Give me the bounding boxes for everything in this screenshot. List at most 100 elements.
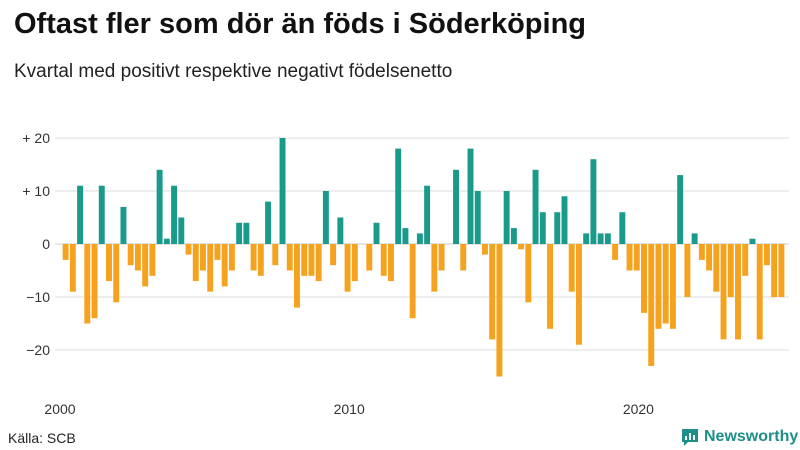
bar	[301, 244, 308, 276]
y-tick-label: −20	[26, 342, 50, 358]
bar	[308, 244, 315, 276]
chart-subtitle: Kvartal med positivt respektive negativt…	[14, 61, 453, 82]
bar	[460, 244, 467, 271]
bar	[388, 244, 394, 282]
bar	[771, 244, 778, 297]
bar	[583, 233, 590, 244]
bar	[185, 244, 192, 255]
bar	[142, 244, 149, 287]
bar	[409, 244, 416, 319]
bar	[200, 244, 206, 271]
bar	[756, 244, 763, 340]
bar	[221, 244, 228, 287]
bar	[532, 169, 539, 244]
bar	[98, 185, 105, 244]
bar	[453, 169, 459, 244]
bar	[373, 222, 380, 244]
bar	[655, 244, 662, 329]
bar	[525, 244, 532, 303]
x-tick-label: 2000	[44, 401, 75, 417]
bar	[662, 244, 669, 324]
bar	[91, 244, 98, 319]
bar	[706, 244, 713, 271]
bar	[778, 244, 785, 297]
bar	[684, 244, 691, 297]
bar	[134, 244, 141, 271]
bar	[330, 244, 337, 266]
bar	[294, 244, 300, 308]
bar	[113, 244, 120, 303]
bar	[77, 185, 84, 244]
bar	[518, 244, 525, 250]
bar	[272, 244, 279, 266]
x-tick-label: 2020	[623, 401, 654, 417]
bar	[763, 244, 770, 266]
bar	[503, 191, 510, 244]
bar	[547, 244, 553, 329]
y-tick-label: + 10	[22, 183, 50, 199]
y-tick-label: 0	[42, 236, 50, 252]
x-tick-label: 2010	[334, 401, 365, 417]
bar	[720, 244, 727, 340]
bar	[351, 244, 358, 282]
bar	[171, 185, 178, 244]
bar	[69, 244, 76, 292]
bar	[539, 212, 546, 244]
bar	[286, 244, 293, 271]
bar	[416, 233, 423, 244]
y-tick-label: −10	[26, 289, 50, 305]
bar	[156, 169, 163, 244]
bar	[431, 244, 438, 292]
bar	[669, 244, 676, 329]
bar	[489, 244, 496, 340]
bar	[677, 175, 684, 244]
bar	[575, 244, 582, 345]
bar	[510, 228, 517, 244]
bar	[322, 191, 329, 244]
bar	[626, 244, 633, 271]
bar	[106, 244, 112, 282]
bar	[250, 244, 257, 271]
bar	[337, 217, 344, 244]
bar	[163, 238, 170, 244]
y-tick-label: + 20	[22, 130, 50, 146]
bar	[698, 244, 705, 260]
bar	[207, 244, 214, 292]
bar	[265, 201, 272, 244]
bar	[597, 233, 604, 244]
bar	[742, 244, 749, 276]
bar	[619, 212, 626, 244]
bar	[344, 244, 351, 292]
bar	[279, 138, 286, 244]
bar	[735, 244, 741, 340]
bar	[713, 244, 720, 292]
bar	[228, 244, 235, 271]
bar	[127, 244, 134, 266]
bar	[424, 185, 431, 244]
bar	[612, 244, 619, 260]
bar	[192, 244, 199, 282]
bar	[590, 159, 597, 244]
bar	[496, 244, 503, 377]
bar	[604, 233, 611, 244]
source-label: Källa: SCB	[8, 430, 76, 446]
bar	[467, 148, 474, 244]
bar	[554, 212, 561, 244]
bar	[62, 244, 69, 260]
bar	[474, 191, 481, 244]
bar	[727, 244, 734, 297]
bar	[481, 244, 488, 255]
chart-title: Oftast fler som dör än föds i Söderköpin…	[14, 8, 586, 40]
bar	[120, 206, 127, 244]
bar	[402, 228, 409, 244]
bar	[149, 244, 156, 276]
bar	[749, 238, 756, 244]
bar	[315, 244, 322, 282]
bar	[214, 244, 221, 260]
bar	[633, 244, 640, 271]
brand-logo: Newsworthy	[680, 427, 798, 447]
bar	[395, 148, 402, 244]
bar	[641, 244, 647, 313]
bar	[84, 244, 91, 324]
